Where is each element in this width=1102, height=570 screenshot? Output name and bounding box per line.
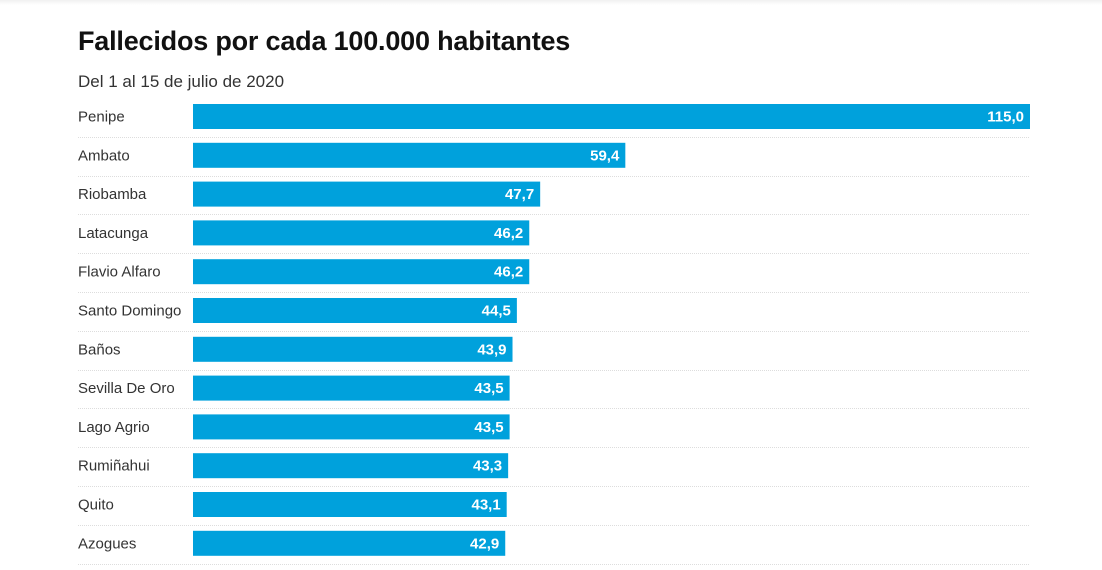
bar xyxy=(193,220,530,246)
value-label: 44,5 xyxy=(482,303,511,320)
category-label: Penipe xyxy=(78,109,125,126)
value-label: 59,4 xyxy=(590,147,620,164)
category-label: Riobamba xyxy=(78,186,147,203)
value-label: 43,5 xyxy=(474,380,503,397)
category-label: Sevilla De Oro xyxy=(78,380,175,397)
category-label: Flavio Alfaro xyxy=(78,264,161,281)
category-label: Rumiñahui xyxy=(78,458,150,475)
value-label: 43,1 xyxy=(471,497,500,514)
category-label: Quito xyxy=(78,497,114,514)
value-label: 46,2 xyxy=(494,225,523,242)
category-label: Ambato xyxy=(78,147,130,164)
value-label: 43,5 xyxy=(474,419,503,436)
bar xyxy=(193,104,1030,129)
category-label: Santo Domingo xyxy=(78,303,181,320)
bar xyxy=(193,492,507,517)
bar xyxy=(193,181,541,207)
category-label: Latacunga xyxy=(78,225,149,242)
chart-title: Fallecidos por cada 100.000 habitantes xyxy=(78,26,571,56)
category-label: Baños xyxy=(78,341,121,358)
value-label: 46,2 xyxy=(494,264,523,281)
bar xyxy=(193,298,517,323)
bar xyxy=(193,453,509,479)
top-shade xyxy=(0,0,1102,5)
bar xyxy=(193,530,506,556)
bar xyxy=(193,142,626,168)
category-label: Azogues xyxy=(78,535,136,552)
value-label: 115,0 xyxy=(987,109,1024,126)
category-label: Lago Agrio xyxy=(78,419,150,436)
bar xyxy=(193,259,530,285)
bar xyxy=(193,375,510,401)
value-label: 42,9 xyxy=(470,535,499,552)
value-label: 43,3 xyxy=(473,458,502,475)
bar xyxy=(193,414,510,440)
bar xyxy=(193,336,513,362)
value-label: 43,9 xyxy=(477,341,506,358)
value-label: 47,7 xyxy=(505,186,534,203)
chart-subtitle: Del 1 al 15 de julio de 2020 xyxy=(78,72,285,91)
